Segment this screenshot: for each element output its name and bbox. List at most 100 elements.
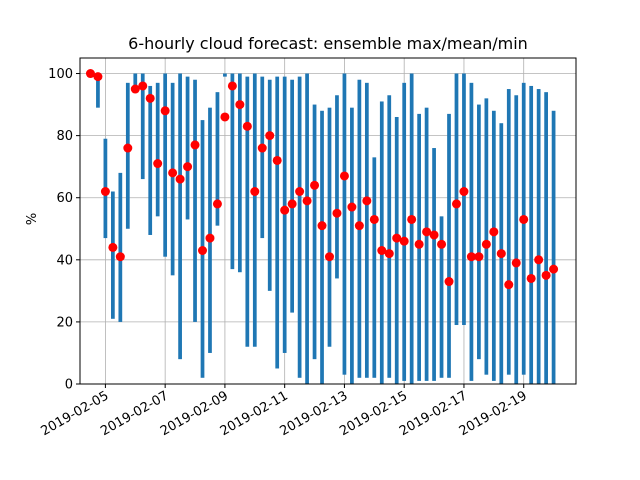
- mean-point: [108, 242, 118, 252]
- mean-point: [302, 196, 312, 206]
- range-bar: [327, 107, 332, 347]
- mean-markers: [85, 69, 559, 290]
- range-bar: [193, 79, 197, 322]
- mean-point: [437, 239, 447, 249]
- range-bar: [252, 73, 257, 347]
- y-tick-label: 60: [56, 191, 73, 206]
- mean-point: [369, 214, 379, 224]
- range-bar: [364, 82, 369, 378]
- range-bar: [335, 95, 339, 279]
- mean-point: [205, 233, 215, 243]
- range-bar: [424, 107, 429, 381]
- mean-point: [339, 171, 349, 181]
- range-bar: [111, 191, 115, 319]
- mean-point: [377, 245, 387, 255]
- range-bar: [312, 104, 317, 360]
- range-bar: [506, 89, 511, 375]
- chart-title: 6-hourly cloud forecast: ensemble max/me…: [128, 34, 528, 53]
- range-bar: [215, 92, 220, 226]
- range-bar: [394, 116, 399, 384]
- range-bar: [170, 82, 175, 276]
- mean-point: [153, 159, 163, 169]
- y-tick-label: 0: [65, 378, 73, 393]
- mean-point: [534, 255, 544, 265]
- mean-point: [414, 239, 424, 249]
- range-bar: [536, 89, 541, 385]
- mean-point: [242, 121, 252, 131]
- mean-point: [145, 93, 155, 103]
- range-bar: [96, 76, 100, 108]
- mean-point: [220, 112, 230, 122]
- range-bar: [155, 82, 160, 217]
- mean-point: [212, 199, 222, 209]
- mean-point: [541, 270, 551, 280]
- mean-point: [444, 277, 454, 287]
- range-bar: [320, 110, 324, 385]
- mean-point: [526, 273, 536, 283]
- range-bar: [432, 148, 436, 381]
- mean-point: [504, 280, 514, 290]
- y-tick-label: 80: [56, 129, 73, 144]
- mean-point: [227, 81, 237, 91]
- mean-point: [384, 249, 394, 259]
- range-bar: [125, 82, 130, 229]
- mean-point: [272, 155, 282, 165]
- range-bar: [260, 76, 265, 239]
- mean-point: [257, 143, 267, 153]
- mean-point: [295, 187, 305, 197]
- mean-point: [160, 106, 170, 116]
- range-bar: [469, 82, 474, 381]
- range-bar: [447, 113, 451, 378]
- range-bar: [454, 73, 459, 326]
- mean-point: [115, 252, 125, 262]
- mean-point: [466, 252, 476, 262]
- mean-point: [422, 227, 432, 237]
- y-axis-label: %: [25, 213, 40, 225]
- mean-point: [407, 214, 417, 224]
- mean-point: [198, 245, 208, 255]
- mean-point: [280, 205, 290, 215]
- mean-point: [138, 81, 148, 91]
- mean-point: [549, 264, 559, 274]
- range-bar: [230, 73, 235, 270]
- range-bar: [245, 76, 250, 347]
- range-bar: [185, 76, 190, 220]
- mean-point: [399, 236, 409, 246]
- range-bar: [148, 85, 153, 235]
- range-bar: [275, 76, 280, 369]
- mean-point: [175, 174, 185, 184]
- mean-point: [362, 196, 372, 206]
- range-bar: [514, 95, 519, 384]
- range-bar: [178, 73, 182, 360]
- range-bar: [551, 110, 556, 385]
- range-bar: [133, 73, 138, 90]
- mean-point: [265, 131, 275, 141]
- mean-point: [310, 180, 320, 190]
- mean-point: [123, 143, 133, 153]
- range-bar: [290, 79, 295, 313]
- y-tick-label: 20: [56, 315, 73, 330]
- range-bar: [208, 107, 212, 353]
- range-bar: [477, 104, 481, 360]
- mean-point: [392, 233, 402, 243]
- mean-point: [93, 72, 103, 82]
- mean-point: [287, 199, 297, 209]
- range-bar: [387, 95, 392, 378]
- range-bar: [484, 98, 489, 375]
- mean-point: [130, 84, 140, 94]
- y-tick-label: 100: [48, 67, 73, 82]
- range-bar: [379, 101, 384, 384]
- mean-point: [168, 168, 178, 178]
- range-bar: [350, 107, 354, 384]
- range-bar: [237, 73, 242, 273]
- range-bar: [140, 73, 145, 180]
- mean-point: [489, 227, 499, 237]
- range-bar: [529, 85, 534, 384]
- mean-point: [429, 230, 439, 240]
- mean-point: [332, 208, 342, 218]
- mean-point: [354, 221, 364, 231]
- range-bar: [342, 73, 347, 375]
- mean-point: [250, 187, 260, 197]
